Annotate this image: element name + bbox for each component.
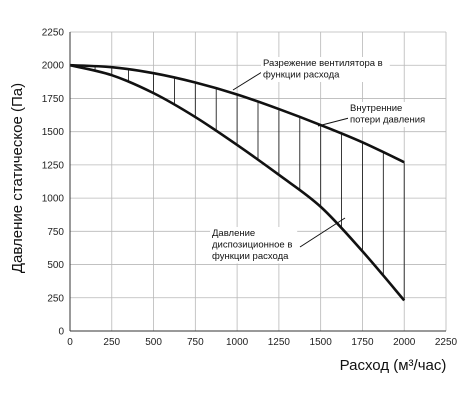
- x-axis-label: Расход (м³/час): [340, 357, 447, 374]
- y-tick-label-8: 2000: [42, 61, 65, 72]
- x-tick-label-7: 1750: [351, 337, 374, 348]
- x-tick-label-2: 500: [145, 337, 162, 348]
- x-tick-label-0: 0: [67, 337, 73, 348]
- annotation-fan-suction-line-0: Разрежение вентилятора в: [263, 58, 383, 69]
- series-line-disposition: [69, 63, 406, 302]
- annotation-fan-suction-leader: [232, 71, 263, 91]
- annotation-disposition-pressure-bg: [210, 227, 298, 264]
- y-tick-label-7: 1750: [42, 94, 65, 105]
- y-tick-label-1: 250: [47, 293, 64, 304]
- annotation-disposition-pressure-line-2: функции расхода: [212, 251, 289, 262]
- hatch-lines: [94, 66, 405, 301]
- annotation-disposition-pressure-line-0: Давление: [212, 228, 255, 239]
- x-tick-label-5: 1250: [268, 337, 291, 348]
- annotation-internal-losses-line-1: потери давления: [350, 115, 425, 126]
- y-tick-label-3: 750: [47, 227, 64, 238]
- series-lines: [69, 63, 406, 302]
- y-tick-label-2: 500: [47, 260, 64, 271]
- y-tick-label-4: 1000: [42, 194, 65, 205]
- annotation-internal-losses-bg: [348, 102, 430, 127]
- series-line-fan: [69, 63, 405, 164]
- annotation-internal-losses-leader: [317, 117, 350, 127]
- y-tick-label-9: 2250: [42, 28, 65, 39]
- y-axis-label: Давление статическое (Па): [9, 83, 26, 273]
- y-tick-labels: 0 250 500 750 1000 1250 1500 1750 2000 2250: [42, 28, 65, 338]
- x-tick-labels: 0 250 500 750 1000 1250 1500 1750 2000 2250: [67, 337, 457, 348]
- x-tick-label-9: 2250: [435, 337, 458, 348]
- x-tick-label-4: 1000: [226, 337, 249, 348]
- axes: [69, 32, 446, 332]
- annotation-fan-suction-line-1: функции расхода: [263, 70, 340, 81]
- x-tick-label-6: 1500: [310, 337, 333, 348]
- y-tick-label-0: 0: [58, 327, 64, 338]
- x-tick-label-8: 2000: [393, 337, 416, 348]
- y-tick-label-5: 1250: [42, 160, 65, 171]
- annotation-disposition-pressure-line-1: диспозиционное в: [212, 240, 292, 251]
- x-tick-label-1: 250: [103, 337, 120, 348]
- annotation-fan-suction-bg: [261, 57, 390, 82]
- annotation-internal-losses-line-0: Внутренние: [350, 103, 402, 114]
- y-tick-label-6: 1500: [42, 127, 65, 138]
- x-tick-label-3: 750: [187, 337, 204, 348]
- annotation-disposition-pressure-leader: [299, 217, 346, 248]
